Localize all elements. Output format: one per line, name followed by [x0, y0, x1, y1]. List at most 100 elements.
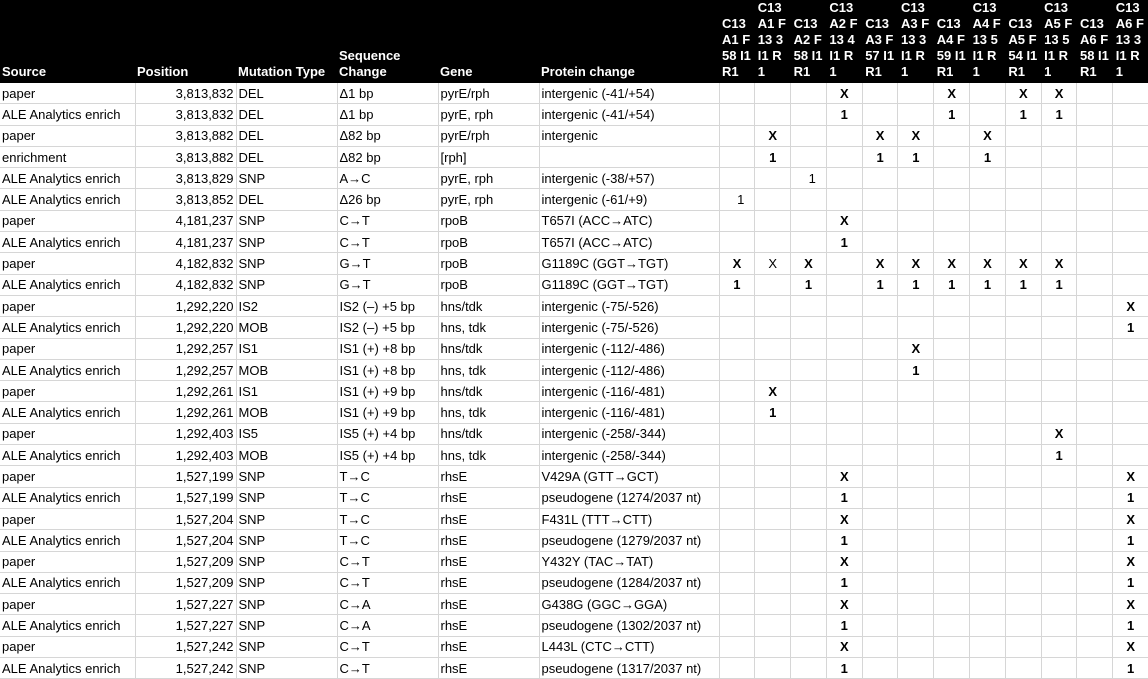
- cell-position: 3,813,882: [135, 146, 237, 169]
- cell-sample-mark: [719, 231, 756, 254]
- cell-sample-mark: [1076, 316, 1114, 339]
- cell-sample-mark: [1005, 125, 1042, 147]
- cell-sample-mark: [897, 444, 935, 467]
- cell-source: paper: [0, 465, 136, 488]
- cell-sample-mark: [897, 188, 935, 211]
- header-sample: C13 A5 F13 5 I1 R1: [1041, 0, 1077, 83]
- cell-sample-mark: X: [933, 83, 971, 105]
- cell-sample-mark: [969, 380, 1006, 403]
- table-row: paper 1,527,242 SNP C→T rhsE L443L (CTC→CTT) X…: [0, 636, 1148, 659]
- cell-sample-mark: [1005, 316, 1042, 339]
- cell-sample-mark: X: [897, 125, 935, 147]
- cell-sample-mark: [1005, 529, 1042, 552]
- cell-sample-mark: 1: [933, 103, 971, 126]
- cell-sequence-change: Δ1 bp: [337, 83, 439, 105]
- cell-sample-mark: [1112, 380, 1148, 403]
- table-row: ALE Analytics enrich 1,292,261 MOB IS1 (+) …: [0, 401, 1148, 424]
- cell-sample-mark: [897, 593, 935, 616]
- cell-sample-mark: [1076, 529, 1114, 552]
- cell-sample-mark: 1: [754, 146, 792, 169]
- cell-sequence-change: T→C: [337, 487, 439, 509]
- cell-sample-mark: [933, 636, 971, 659]
- cell-sample-mark: 1: [719, 274, 756, 296]
- cell-position: 1,527,209: [135, 551, 237, 573]
- cell-sample-mark: [1041, 359, 1078, 382]
- cell-sample-mark: [862, 487, 899, 509]
- table-row: ALE Analytics enrich 3,813,852 DEL Δ26 bp py…: [0, 188, 1148, 211]
- cell-sample-mark: [826, 444, 863, 467]
- cell-sample-mark: 1: [897, 146, 935, 169]
- cell-sample-mark: [862, 359, 899, 382]
- cell-sample-mark: [897, 103, 935, 126]
- cell-sample-mark: [969, 231, 1006, 254]
- cell-mutation-type: IS1: [236, 338, 338, 360]
- cell-gene: hns, tdk: [438, 359, 540, 382]
- cell-sample-mark: [1076, 487, 1114, 509]
- cell-mutation-type: DEL: [236, 125, 338, 147]
- cell-source: ALE Analytics enrich: [0, 657, 136, 679]
- cell-sequence-change: C→T: [337, 572, 439, 595]
- cell-sample-mark: [1076, 274, 1114, 296]
- cell-sample-mark: [1005, 401, 1042, 424]
- cell-protein-change: intergenic (-75/-526): [539, 294, 720, 318]
- cell-sample-mark: X: [862, 125, 899, 147]
- cell-sample-mark: X: [897, 338, 935, 360]
- cell-sample-mark: X: [1112, 636, 1148, 659]
- header-sample: C13 A3 F57 I1 R1: [862, 0, 898, 83]
- cell-sample-mark: [897, 551, 935, 573]
- cell-sample-mark: [754, 444, 792, 467]
- cell-sample-mark: [897, 83, 935, 105]
- cell-sample-mark: [1112, 444, 1148, 467]
- cell-sample-mark: [862, 103, 899, 126]
- cell-sample-mark: [719, 359, 756, 382]
- cell-protein-change: intergenic: [539, 125, 720, 147]
- header-sequence-change: Sequence Change: [337, 0, 438, 83]
- cell-position: 1,292,261: [135, 380, 237, 403]
- cell-sample-mark: [790, 401, 827, 424]
- cell-sample-mark: [933, 167, 971, 190]
- cell-sample-mark: [933, 338, 971, 360]
- cell-sample-mark: 1: [862, 146, 899, 169]
- cell-sample-mark: [862, 316, 899, 339]
- cell-sample-mark: [1112, 188, 1148, 211]
- cell-sample-mark: [1076, 209, 1114, 233]
- cell-sample-mark: [862, 572, 899, 595]
- table-row: ALE Analytics enrich 3,813,829 SNP A→C pyrE,…: [0, 167, 1148, 190]
- cell-sample-mark: [1076, 359, 1114, 382]
- cell-sample-mark: 1: [1112, 614, 1148, 637]
- cell-sample-mark: [754, 614, 792, 637]
- cell-sample-mark: [897, 529, 935, 552]
- cell-protein-change: pseudogene (1302/2037 nt): [539, 614, 720, 637]
- cell-mutation-type: SNP: [236, 252, 338, 275]
- cell-mutation-type: SNP: [236, 487, 338, 509]
- cell-sample-mark: [862, 401, 899, 424]
- cell-sample-mark: X: [969, 125, 1006, 147]
- cell-sample-mark: X: [1041, 83, 1078, 105]
- cell-sample-mark: [754, 593, 792, 616]
- cell-mutation-type: IS5: [236, 423, 338, 446]
- cell-protein-change: intergenic (-116/-481): [539, 380, 720, 403]
- header-sample: C13 A2 F58 I1 R1: [790, 0, 827, 83]
- cell-sample-mark: X: [1112, 551, 1148, 573]
- cell-position: 1,527,242: [135, 636, 237, 659]
- cell-sample-mark: [754, 508, 792, 531]
- cell-sample-mark: [933, 125, 971, 147]
- cell-sample-mark: [1005, 188, 1042, 211]
- cell-sample-mark: [790, 103, 827, 126]
- cell-sequence-change: IS1 (+) +8 bp: [337, 338, 439, 360]
- cell-sample-mark: [719, 338, 756, 360]
- cell-sequence-change: IS5 (+) +4 bp: [337, 444, 439, 467]
- cell-sample-mark: [1112, 401, 1148, 424]
- cell-sample-mark: [790, 508, 827, 531]
- cell-mutation-type: MOB: [236, 401, 338, 424]
- cell-sample-mark: [1076, 551, 1114, 573]
- cell-sample-mark: [754, 103, 792, 126]
- table-row: paper 1,292,403 IS5 IS5 (+) +4 bp hns/tdk int…: [0, 423, 1148, 446]
- cell-protein-change: [539, 146, 720, 169]
- cell-sample-mark: [754, 359, 792, 382]
- cell-sample-mark: [933, 614, 971, 637]
- cell-sample-mark: X: [826, 508, 863, 531]
- cell-sample-mark: [933, 380, 971, 403]
- cell-sample-mark: 1: [790, 167, 827, 190]
- cell-sample-mark: [826, 380, 863, 403]
